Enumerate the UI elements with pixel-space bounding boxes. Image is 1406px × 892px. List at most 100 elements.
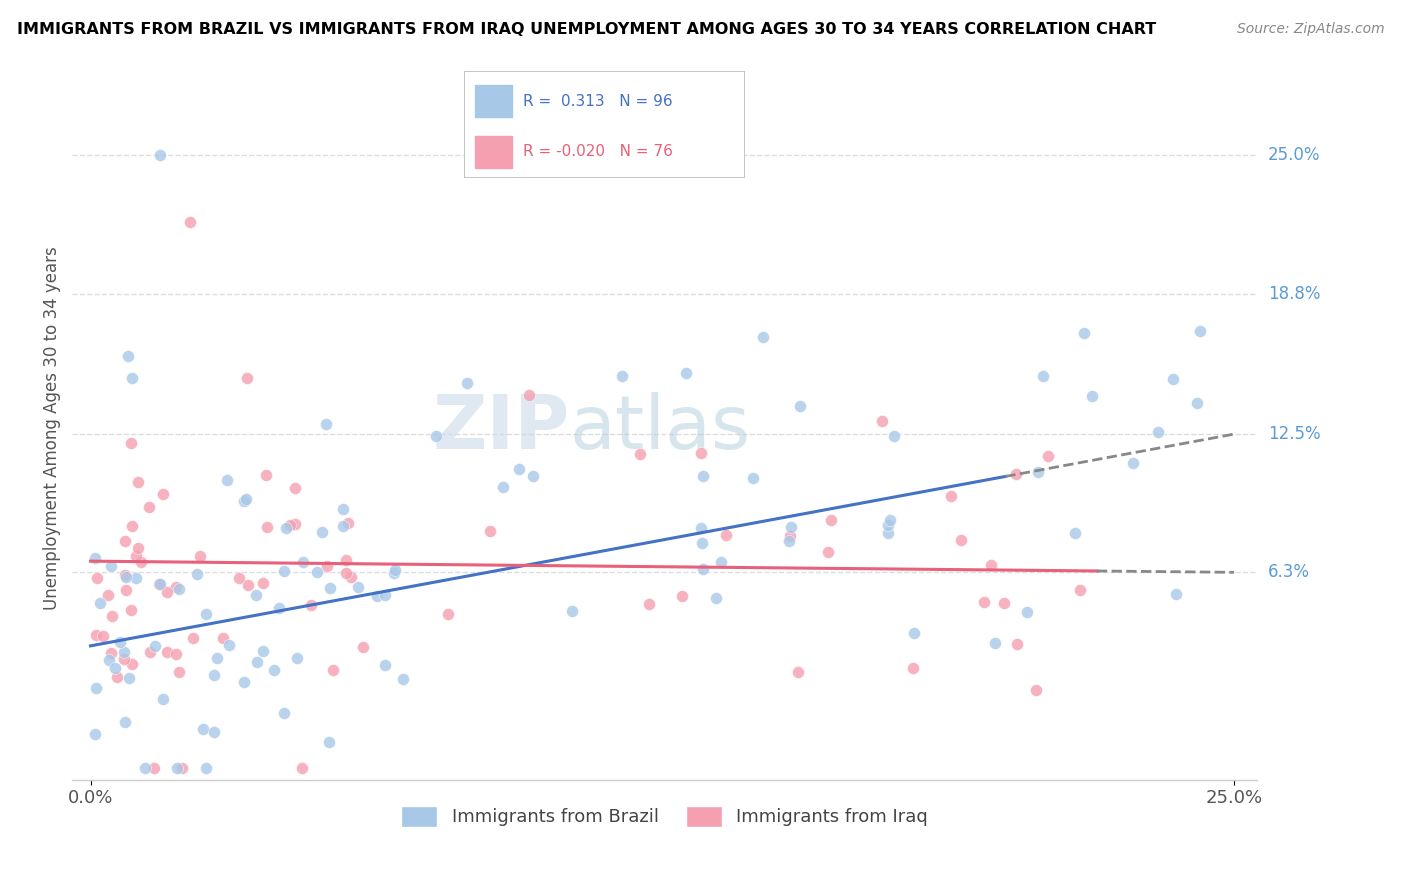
Point <box>202 668 225 682</box>
Point <box>274 521 297 535</box>
Point <box>245 588 267 602</box>
Point <box>138 500 160 515</box>
Point <box>167 665 190 679</box>
Point <box>311 525 333 540</box>
Text: ZIP: ZIP <box>433 392 569 465</box>
Point <box>228 572 250 586</box>
Point <box>1069 582 1091 597</box>
Point <box>335 566 357 581</box>
Point <box>84 628 107 642</box>
Point <box>181 631 204 645</box>
Point <box>236 371 259 385</box>
Point <box>110 635 132 649</box>
Point <box>352 640 374 654</box>
Point <box>1064 525 1087 540</box>
Point <box>347 580 370 594</box>
Legend: Immigrants from Brazil, Immigrants from Iraq: Immigrants from Brazil, Immigrants from … <box>394 798 935 834</box>
Point <box>125 549 148 563</box>
Point <box>273 564 295 578</box>
Point <box>101 608 124 623</box>
Point <box>1146 425 1168 439</box>
Point <box>149 148 172 162</box>
Point <box>779 529 801 543</box>
Point <box>273 706 295 721</box>
Y-axis label: Unemployment Among Ages 30 to 34 years: Unemployment Among Ages 30 to 34 years <box>44 247 60 610</box>
Point <box>167 582 190 596</box>
Point <box>91 629 114 643</box>
Point <box>1026 465 1049 479</box>
Point <box>817 545 839 559</box>
Bar <box>475 136 512 168</box>
Point <box>97 588 120 602</box>
Point <box>152 487 174 501</box>
Point <box>637 597 659 611</box>
Point <box>1188 324 1211 338</box>
Point <box>382 566 405 580</box>
Point <box>492 479 515 493</box>
Point <box>778 533 800 548</box>
Point <box>628 447 651 461</box>
Text: 12.5%: 12.5% <box>1268 425 1320 443</box>
Point <box>425 429 447 443</box>
Point <box>318 734 340 748</box>
Point <box>973 595 995 609</box>
Point <box>1025 682 1047 697</box>
FancyBboxPatch shape <box>464 71 745 178</box>
Point <box>1122 456 1144 470</box>
Point <box>145 639 167 653</box>
Point <box>194 607 217 621</box>
Point <box>292 555 315 569</box>
Point <box>983 636 1005 650</box>
Point <box>152 692 174 706</box>
Point <box>112 652 135 666</box>
Point <box>165 647 187 661</box>
Point <box>252 644 274 658</box>
Point <box>993 596 1015 610</box>
Point <box>166 762 188 776</box>
Point <box>779 519 801 533</box>
Point <box>1161 372 1184 386</box>
Point <box>84 727 107 741</box>
Point <box>374 587 396 601</box>
Point <box>319 581 342 595</box>
Point <box>278 518 301 533</box>
Point <box>675 366 697 380</box>
Point <box>284 516 307 531</box>
Point <box>340 569 363 583</box>
Point <box>565 126 588 140</box>
Point <box>156 584 179 599</box>
Point <box>125 571 148 585</box>
Point <box>139 645 162 659</box>
Point <box>127 475 149 489</box>
Point <box>115 569 138 583</box>
Point <box>86 570 108 584</box>
Point <box>114 715 136 730</box>
Point <box>121 519 143 533</box>
Point <box>456 376 478 390</box>
Point <box>692 468 714 483</box>
Point <box>245 655 267 669</box>
Point <box>256 519 278 533</box>
Point <box>980 558 1002 572</box>
Text: IMMIGRANTS FROM BRAZIL VS IMMIGRANTS FROM IRAQ UNEMPLOYMENT AMONG AGES 30 TO 34 : IMMIGRANTS FROM BRAZIL VS IMMIGRANTS FRO… <box>17 22 1156 37</box>
Point <box>870 414 893 428</box>
Point <box>787 665 810 680</box>
Point <box>710 555 733 569</box>
Bar <box>475 86 512 118</box>
Point <box>671 589 693 603</box>
Point <box>366 589 388 603</box>
Point <box>233 494 256 508</box>
Point <box>170 762 193 776</box>
Point <box>115 582 138 597</box>
Point <box>903 625 925 640</box>
Point <box>561 604 583 618</box>
Point <box>950 533 973 548</box>
Point <box>789 399 811 413</box>
Point <box>508 462 530 476</box>
Point <box>876 518 898 533</box>
Point <box>883 429 905 443</box>
Point <box>100 559 122 574</box>
Point <box>121 371 143 385</box>
Point <box>879 513 901 527</box>
Point <box>233 675 256 690</box>
